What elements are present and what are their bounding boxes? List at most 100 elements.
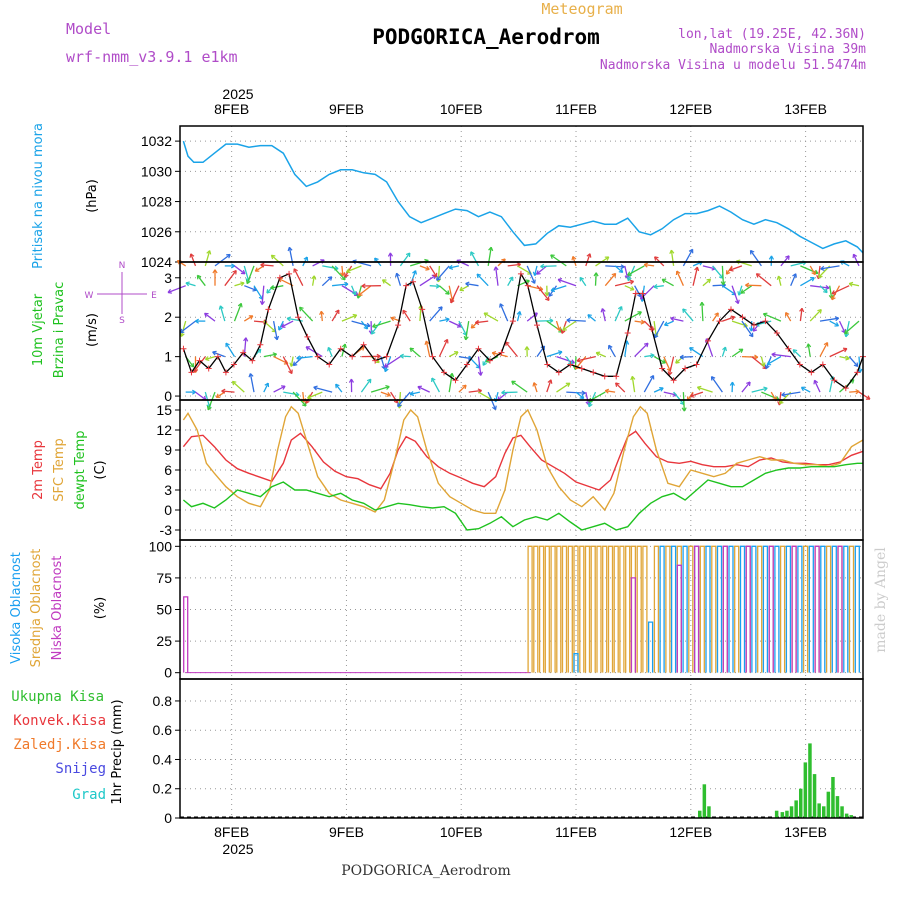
wind-arrow [214, 253, 231, 267]
wind-arrowhead [629, 279, 635, 285]
wind-arrow [608, 344, 616, 357]
precip-bar [840, 806, 844, 818]
wind-arrowhead [344, 281, 349, 287]
wind-arrowhead [327, 276, 333, 281]
precip-bar [849, 815, 853, 818]
wind-arrowhead [240, 281, 245, 287]
wind-arrowhead [579, 276, 585, 282]
wind-arrow [722, 285, 736, 296]
wind-arrow [395, 273, 402, 286]
wind-arrow [221, 390, 235, 393]
ytick-label: 75 [156, 570, 172, 586]
wind-arrowhead [681, 407, 687, 412]
wind-arrowhead [445, 290, 450, 295]
wind-arrowhead [405, 252, 411, 258]
wind-arrowhead [432, 272, 438, 278]
wind-arrow [313, 386, 333, 393]
wind-arrow [478, 391, 493, 401]
wind-arrow [382, 279, 391, 287]
high-cloud-bar [797, 545, 803, 673]
wind-arrow [536, 285, 550, 301]
wind-arrow [702, 265, 716, 270]
wind-arrow [813, 380, 821, 393]
ytick-label: 15 [156, 402, 172, 418]
precip-bar [826, 791, 831, 818]
wind-arrow [601, 308, 606, 322]
wind-label-2: Brzina i Pravac [52, 282, 67, 379]
wind-arrowhead [562, 326, 567, 331]
wind-arrow [495, 266, 499, 286]
wind-arrowhead [785, 311, 790, 317]
wind-arrowhead [356, 294, 362, 299]
wind-arrow [661, 278, 674, 287]
wind-speed-marker [773, 329, 780, 336]
year-label-bottom: 2025 [222, 841, 253, 857]
wind-arrow [654, 320, 665, 339]
wind-arrow [246, 265, 255, 284]
wind-arrow [448, 373, 453, 393]
high-cloud-bar [739, 545, 746, 673]
wind-arrowhead [435, 283, 440, 289]
wind-arrowhead [366, 378, 372, 384]
wind-arrow [725, 265, 733, 275]
wind-arrow [204, 312, 216, 322]
temp2m-line [182, 430, 864, 491]
wind-arrow [807, 343, 811, 357]
ytick-label: 1030 [141, 163, 172, 179]
high-cloud-bar [659, 545, 665, 673]
meteogram-label: Meteogram [541, 0, 622, 18]
high-cloud-bar [728, 545, 734, 673]
wind-arrow [331, 309, 340, 322]
ytick-label: 0.6 [153, 722, 173, 738]
wind-arrowhead [556, 326, 562, 332]
wind-arrowhead [689, 347, 694, 352]
wind-arrowhead [477, 371, 483, 376]
credit-watermark: made by Angel [873, 547, 889, 653]
wind-arrow [470, 251, 480, 267]
wind-arrow [193, 356, 206, 373]
wind-arrowhead [749, 249, 755, 255]
wind-arrow [526, 265, 536, 284]
wind-arrow [179, 320, 196, 334]
wind-arrow [468, 356, 481, 369]
wind-arrow [755, 320, 772, 326]
wind-arrowhead [167, 288, 173, 294]
wind-arrowhead [627, 271, 632, 276]
wind-arrowhead [453, 351, 459, 356]
wind-arrow [731, 285, 739, 304]
wind-arrow [790, 273, 797, 286]
wind-arrow [845, 320, 850, 337]
mid-cloud-bar [665, 545, 671, 673]
wind-arrowhead [664, 321, 669, 327]
wind-arrow [185, 282, 196, 287]
wind-speed-marker [762, 318, 769, 325]
wind-arrowhead [293, 268, 298, 273]
wind-arrowhead [476, 273, 482, 279]
wind-speed-marker [716, 318, 723, 325]
mid-cloud-bar [538, 545, 545, 673]
wind-arrow [800, 277, 815, 287]
wind-speed-marker [727, 306, 734, 313]
wind-arrow [282, 356, 293, 374]
bottom-date-label: 9FEB [329, 824, 364, 840]
wind-arrowhead [667, 371, 673, 376]
ytick-label: 0 [164, 502, 172, 518]
wind-arrowhead [865, 395, 871, 400]
low-cloud-bar [768, 545, 774, 673]
ytick-label: 2 [164, 309, 172, 325]
wind-arrow [697, 386, 713, 393]
wind-arrowhead [231, 380, 237, 386]
wind-arrow [399, 252, 411, 267]
wind-arrow [278, 320, 284, 331]
compass-w: W [85, 291, 94, 301]
wind-arrowhead [395, 272, 401, 278]
wind-arrow [819, 317, 839, 322]
wind-arrow [533, 382, 538, 393]
wind-arrow [450, 285, 460, 304]
low-cloud-bar [183, 596, 189, 673]
wind-arrowhead [813, 379, 819, 385]
wind-arrow [849, 390, 860, 393]
mid-cloud-bar [653, 545, 660, 673]
wind-arrow [290, 356, 294, 367]
wind-arrow [643, 375, 655, 393]
